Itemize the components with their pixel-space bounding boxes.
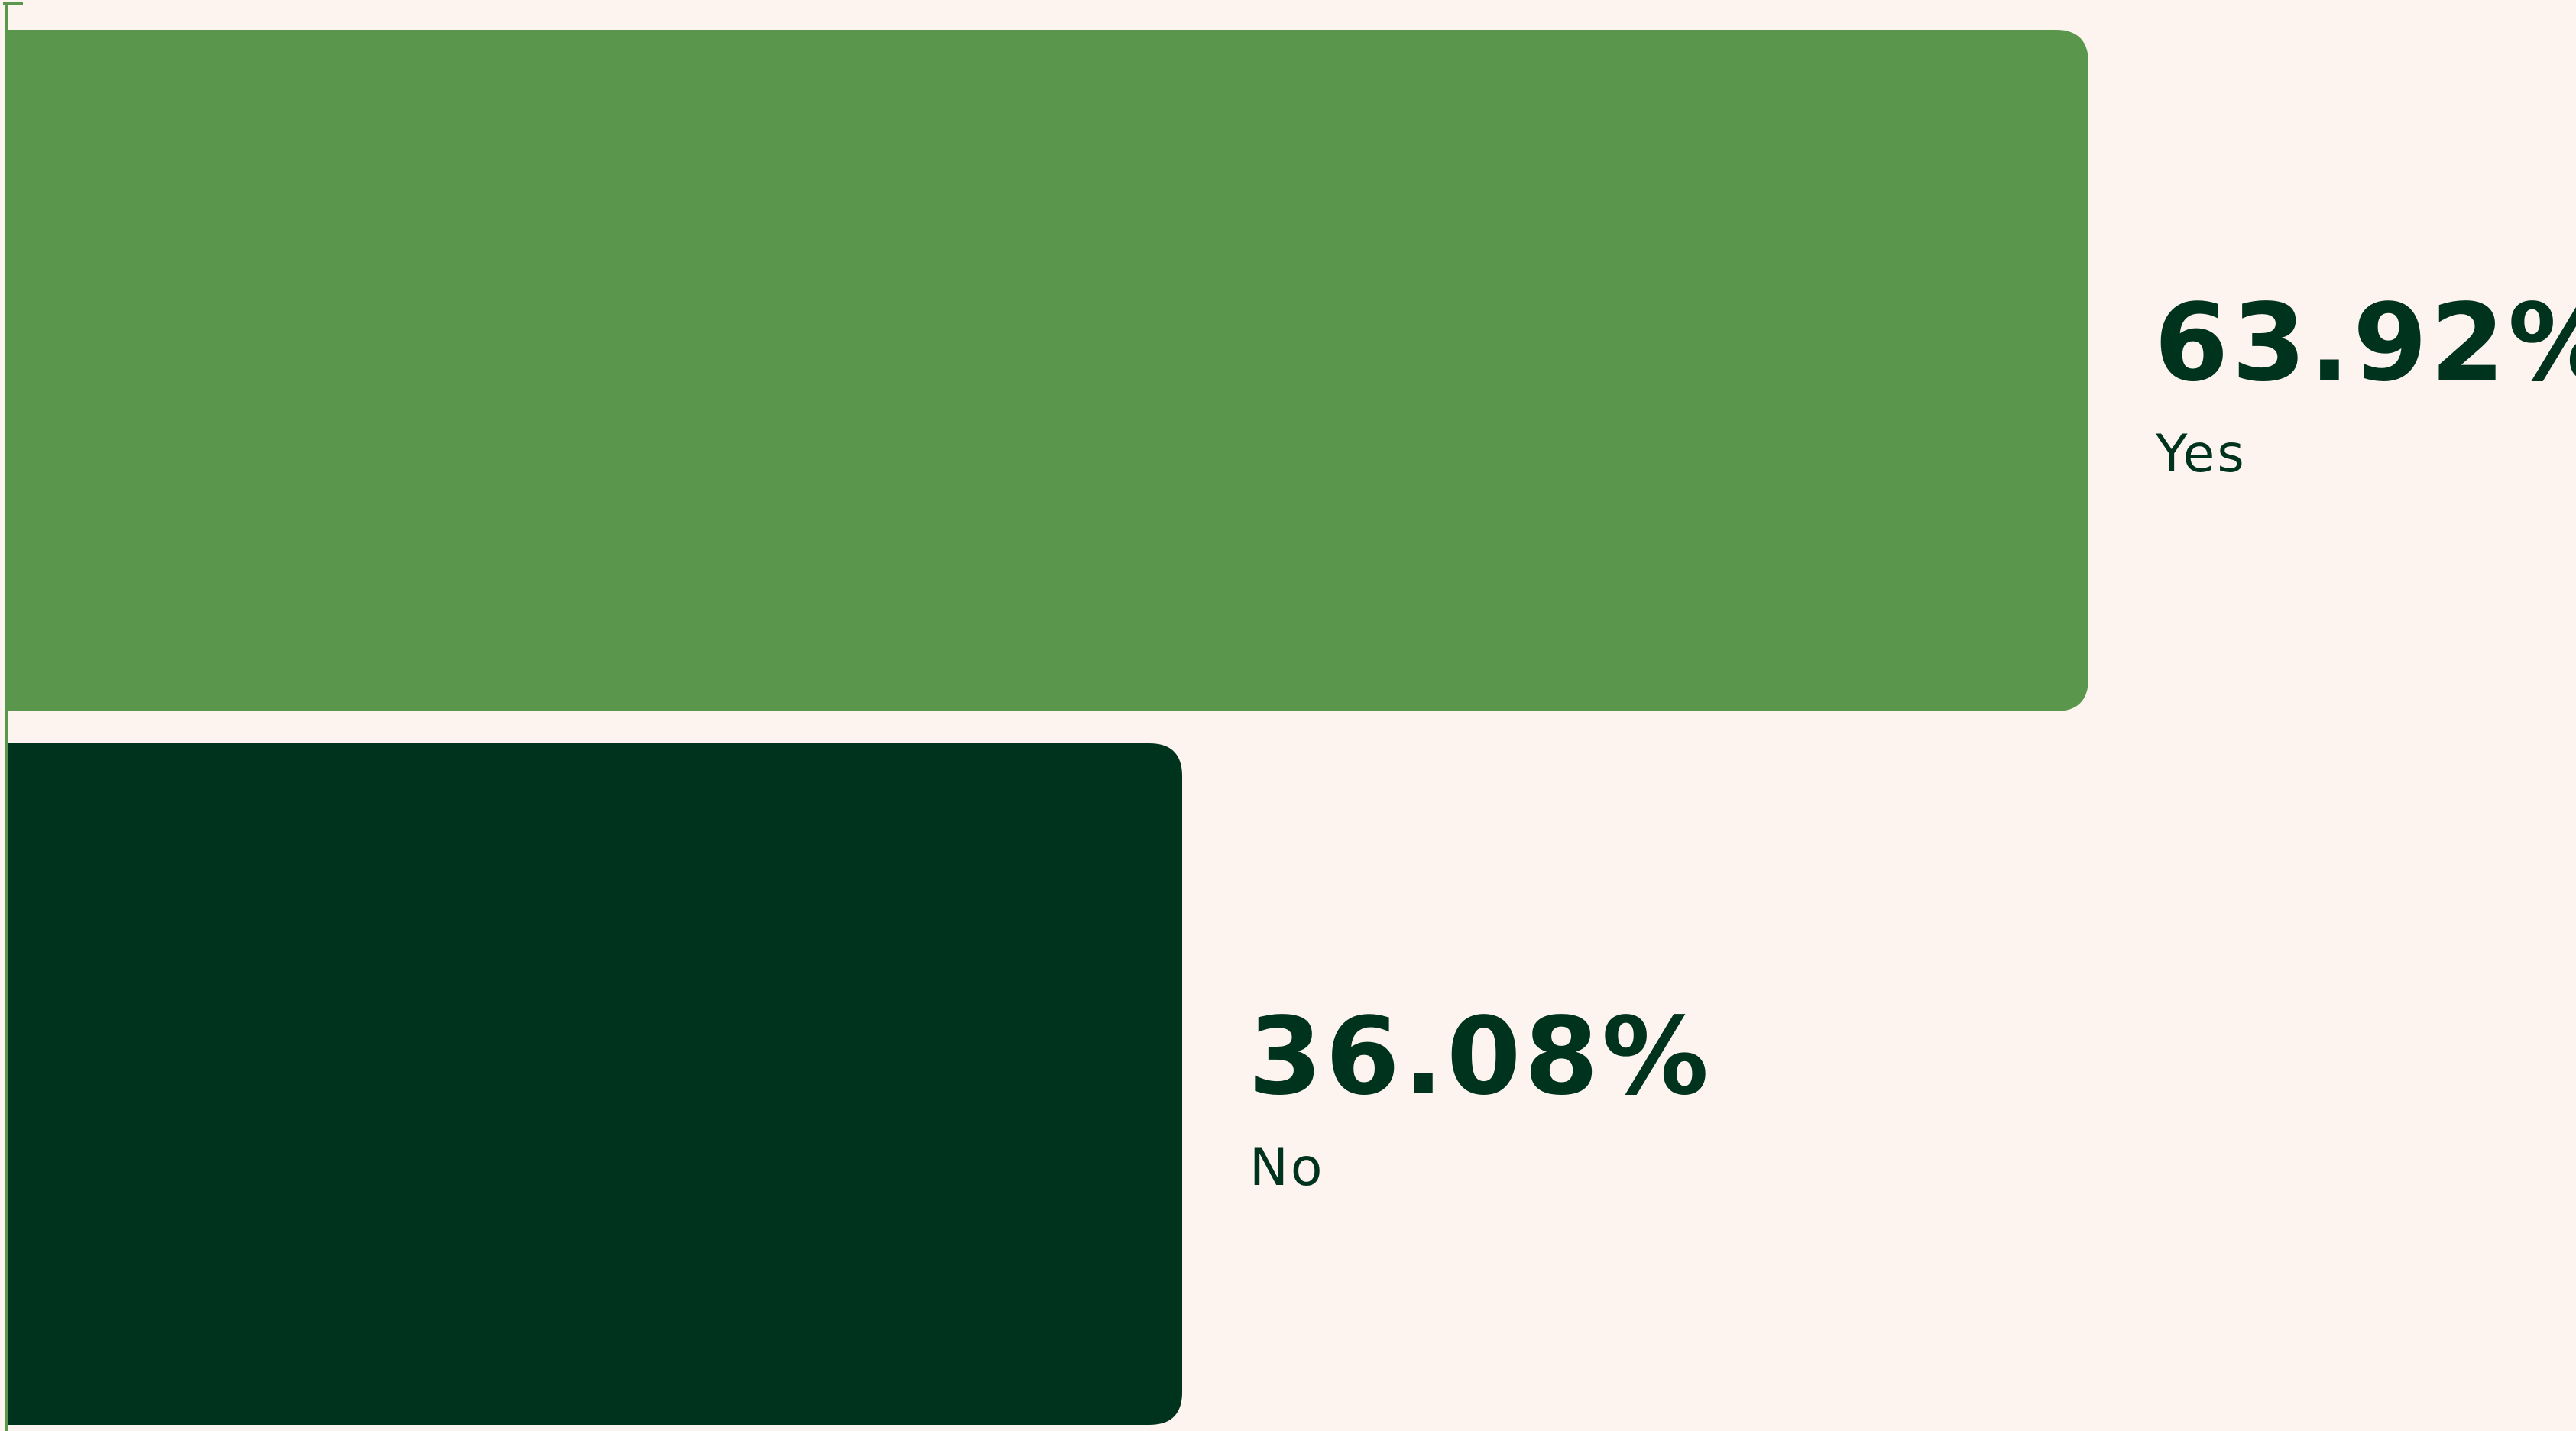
value-label: 63.92% bbox=[2154, 281, 2576, 406]
value-label: 36.08% bbox=[1248, 995, 1712, 1119]
bar bbox=[8, 30, 2088, 711]
category-label: No bbox=[1249, 1138, 1324, 1198]
category-label: Yes bbox=[2155, 424, 2247, 484]
bar bbox=[8, 743, 1183, 1425]
